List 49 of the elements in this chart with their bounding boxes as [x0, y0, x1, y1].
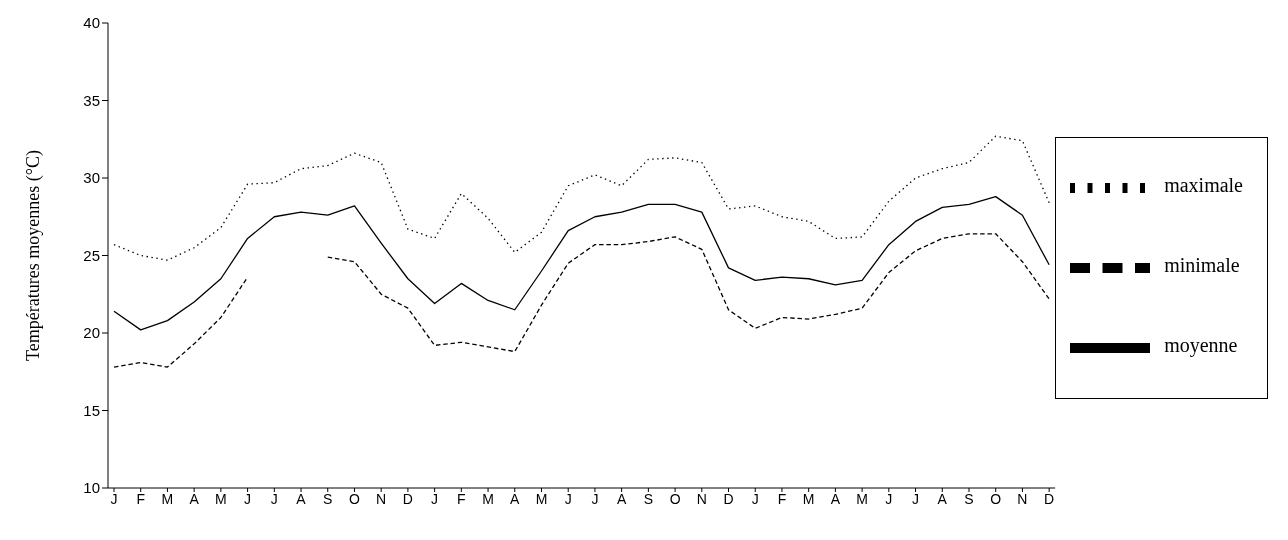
x-tick-label: M [161, 490, 174, 507]
x-tick-label: N [1017, 490, 1028, 507]
x-tick-label: A [937, 490, 948, 507]
x-tick-label: A [830, 490, 841, 507]
x-tick-label: A [616, 490, 627, 507]
x-tick-label: D [723, 490, 734, 507]
y-tick-label: 35 [83, 91, 100, 109]
x-tick-label: F [136, 490, 145, 507]
x-tick-label: M [856, 490, 868, 507]
x-tick-label: J [244, 490, 252, 507]
x-tick-label: J [912, 490, 920, 507]
x-tick-label: N [696, 490, 707, 507]
x-tick-label: A [296, 490, 307, 507]
x-tick-label: J [885, 490, 893, 507]
x-tick-label: J [110, 490, 118, 507]
x-tick-label: O [990, 490, 1002, 507]
x-tick-label: M [802, 490, 815, 507]
x-tick-label: J [591, 490, 599, 507]
line-series [113, 195, 1050, 331]
x-tick-label: S [323, 490, 333, 507]
x-tick-label: N [376, 490, 387, 507]
x-tick-label: F [457, 490, 466, 507]
x-tick-label: J [270, 490, 278, 507]
legend-label: minimale [1164, 253, 1240, 276]
y-tick-label: 20 [83, 324, 100, 342]
line-series [113, 135, 1050, 261]
y-tick-label: 10 [83, 479, 100, 497]
x-tick-label: J [564, 490, 572, 507]
x-tick-label: A [189, 490, 200, 507]
x-tick-label: J [751, 490, 759, 507]
legend-label: moyenne [1164, 333, 1238, 356]
legend-label: maximale [1164, 173, 1243, 196]
x-tick-label: O [669, 490, 681, 507]
y-tick-label: 25 [83, 246, 100, 264]
x-tick-label: M [535, 490, 548, 507]
x-tick-label: M [215, 490, 227, 507]
x-tick-label: D [402, 490, 413, 507]
x-tick-label: D [1044, 490, 1055, 507]
x-tick-label: M [482, 490, 494, 507]
y-tick-label: 40 [83, 14, 100, 32]
y-tick-label: 30 [83, 169, 100, 187]
x-tick-label: S [643, 490, 654, 507]
x-tick-label: S [964, 490, 974, 507]
x-tick-label: J [431, 490, 439, 507]
y-axis-title: Températures moyennes (°C) [23, 150, 45, 361]
x-tick-label: A [510, 490, 521, 507]
x-tick-label: O [349, 490, 361, 507]
x-tick-label: F [777, 490, 787, 507]
y-tick-label: 15 [83, 401, 100, 419]
